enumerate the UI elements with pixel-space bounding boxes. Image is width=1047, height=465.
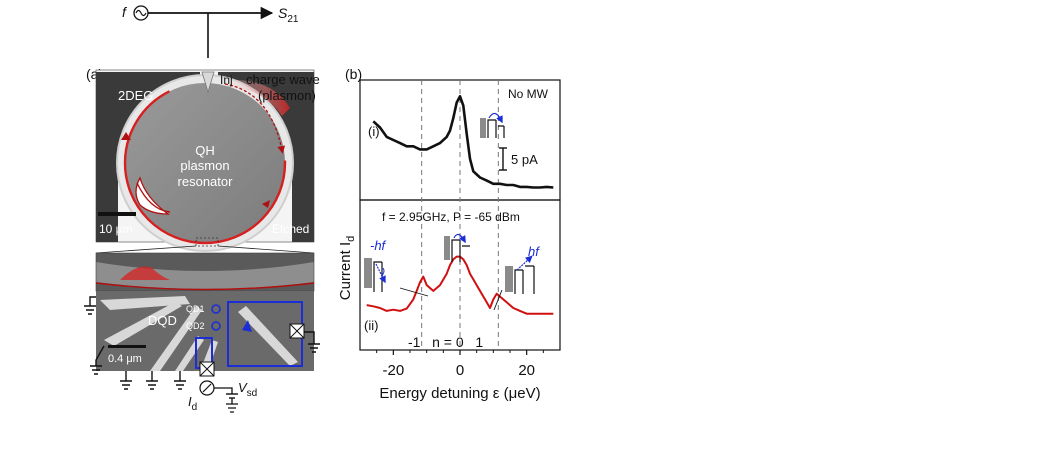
- x-tick-label: -20: [382, 362, 404, 379]
- scale-bar-label: 5 pA: [511, 152, 538, 167]
- plasmon-label: (plasmon): [258, 88, 316, 103]
- panel-b-label: (b): [345, 66, 362, 82]
- scale-bottom-label: 0.4 μm: [108, 353, 142, 365]
- resonator-line2: plasmon: [180, 158, 229, 173]
- resonator-line1: QH: [195, 143, 215, 158]
- qd2-label: QD2: [186, 321, 205, 331]
- plus-hf-label: hf: [528, 244, 540, 259]
- rf-source-line: f S21: [122, 4, 299, 58]
- sem-image-zoom-strip: [95, 252, 315, 292]
- sem-image-resonator: Inj 2DEG charge wave (plasmon) QH plasmo…: [95, 69, 320, 252]
- inset-level-diagram-right: hf: [493, 244, 540, 311]
- zoom-line-right: [217, 245, 315, 254]
- top-tag: (i): [368, 124, 380, 139]
- zoom-line-left: [95, 245, 197, 254]
- circuit-grounds: [84, 296, 320, 390]
- x-tick-label: 20: [518, 362, 535, 379]
- qd1-label: QD1: [186, 304, 205, 314]
- output-label: S21: [278, 5, 299, 25]
- x-tick-label: 0: [456, 362, 464, 379]
- series-no-mw: [372, 95, 554, 189]
- scale-top-label: 10 μm: [99, 222, 133, 236]
- vsd-label: Vsd: [238, 380, 257, 399]
- inj-label: Inj: [220, 73, 233, 87]
- twodeg-label: 2DEG: [118, 88, 153, 103]
- measurement-circuit: Id Vsd: [188, 361, 257, 413]
- charge-wave-label: charge wave: [246, 72, 320, 87]
- x-axis-label: Energy detuning ε (μeV): [379, 385, 540, 402]
- n-label: -1 n = 0 1: [408, 334, 483, 350]
- resonator-line3: resonator: [178, 174, 234, 189]
- inset-level-diagram-top: [480, 112, 505, 138]
- inset-level-diagram-middle: [444, 233, 470, 262]
- top-note: No MW: [508, 87, 549, 101]
- inset-level-diagram-left: -hf: [364, 238, 429, 297]
- panel-b: (b) (i) No MW 5 pA f = 2.95GHz, P = -65: [337, 66, 561, 402]
- scale-bar-5pa: 5 pA: [499, 147, 538, 171]
- panel-a: (a) f S21: [84, 4, 320, 413]
- source-label: f: [122, 4, 128, 20]
- id-label: Id: [188, 394, 197, 413]
- sem-image-dqd: QD1 QD2 DQD 0.4 μm: [96, 291, 314, 371]
- x-axis: -20 0 20: [376, 350, 544, 379]
- bottom-title: f = 2.95GHz, P = -65 dBm: [382, 210, 520, 224]
- minus-hf-label: -hf: [370, 238, 387, 253]
- dqd-label: DQD: [148, 313, 177, 328]
- dashed-guides: [421, 80, 499, 350]
- bottom-tag: (ii): [364, 318, 378, 333]
- y-axis-label: Current Id: [337, 236, 357, 300]
- etched-label: Etched: [272, 222, 309, 236]
